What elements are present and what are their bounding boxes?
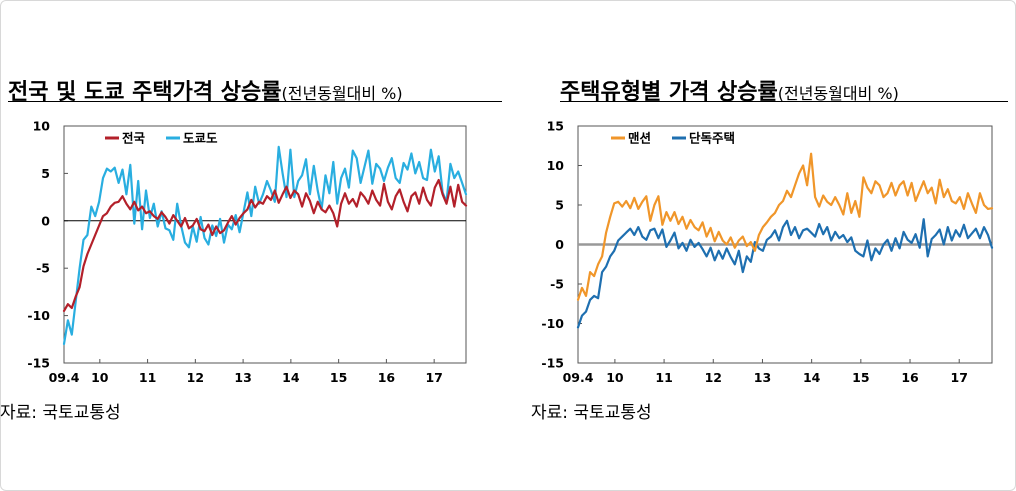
x-tick-label: 10 <box>606 370 624 385</box>
title-underline <box>8 101 502 102</box>
x-tick-label: 17 <box>425 370 442 385</box>
x-tick-label: 10 <box>91 370 109 385</box>
y-tick-label: 0 <box>41 213 50 228</box>
x-tick-label: 13 <box>234 370 251 385</box>
chart-title-text: 주택유형별 가격 상승률 <box>560 80 778 105</box>
y-tick-label: -15 <box>27 356 50 371</box>
y-tick-label: 5 <box>555 198 564 213</box>
x-tick-label: 11 <box>655 370 672 385</box>
source-note-right: 자료: 국토교통성 <box>531 403 652 423</box>
x-tick-label: 09.4 <box>563 370 594 385</box>
y-tick-label: -5 <box>550 277 564 292</box>
legend-label: 맨션 <box>628 131 651 146</box>
source-note-left: 자료: 국토교통성 <box>0 403 121 423</box>
series-line-2 <box>62 145 468 346</box>
legend-label: 도쿄도 <box>183 131 218 146</box>
legend-label: 단독주택 <box>689 131 735 146</box>
x-tick-label: 12 <box>187 370 204 385</box>
y-tick-label: -10 <box>541 316 564 331</box>
x-tick-label: 15 <box>330 370 347 385</box>
x-tick-label: 12 <box>705 370 722 385</box>
x-tick-label: 09.4 <box>49 370 80 385</box>
plot-frame <box>63 125 467 364</box>
y-tick-label: 0 <box>555 237 564 252</box>
series-line-1 <box>62 178 468 312</box>
x-tick-label: 14 <box>803 370 821 385</box>
y-tick-label: -5 <box>36 261 50 276</box>
chart-panel-right: 주택유형별 가격 상승률(전년동월대비 %) 15 10 5 0 -5 -10 -15 09.… <box>508 0 1016 491</box>
y-tick-label: -15 <box>541 356 564 371</box>
series-line-1 <box>576 152 994 301</box>
y-tick-label: -10 <box>27 308 50 323</box>
x-tick-label: 16 <box>901 370 919 385</box>
chart-title-unit: (전년동월대비 %) <box>281 84 403 103</box>
chart-title-left: 전국 및 도쿄 주택가격 상승률(전년동월대비 %) <box>8 74 403 106</box>
chart-panel-left: 전국 및 도쿄 주택가격 상승률(전년동월대비 %) 10 5 0 -5 -10 -15 0… <box>0 74 502 423</box>
x-tick-label: 11 <box>139 370 156 385</box>
y-tick-label: 10 <box>547 158 565 173</box>
title-underline <box>560 101 1008 102</box>
x-tick-label: 17 <box>951 370 968 385</box>
x-tick-label: 13 <box>754 370 771 385</box>
chart-title-text: 전국 및 도쿄 주택가격 상승률 <box>8 80 282 105</box>
y-tick-label: 5 <box>41 166 50 181</box>
x-tick-label: 16 <box>378 370 396 385</box>
series-line-2 <box>576 218 994 329</box>
x-tick-label: 15 <box>852 370 869 385</box>
x-tick-label: 14 <box>282 370 300 385</box>
legend-label: 전국 <box>122 131 146 146</box>
y-tick-label: 10 <box>33 119 51 134</box>
chart-title-unit: (전년동월대비 %) <box>777 84 899 103</box>
y-tick-label: 15 <box>547 119 564 134</box>
chart-title-right: 주택유형별 가격 상승률(전년동월대비 %) <box>560 74 899 106</box>
